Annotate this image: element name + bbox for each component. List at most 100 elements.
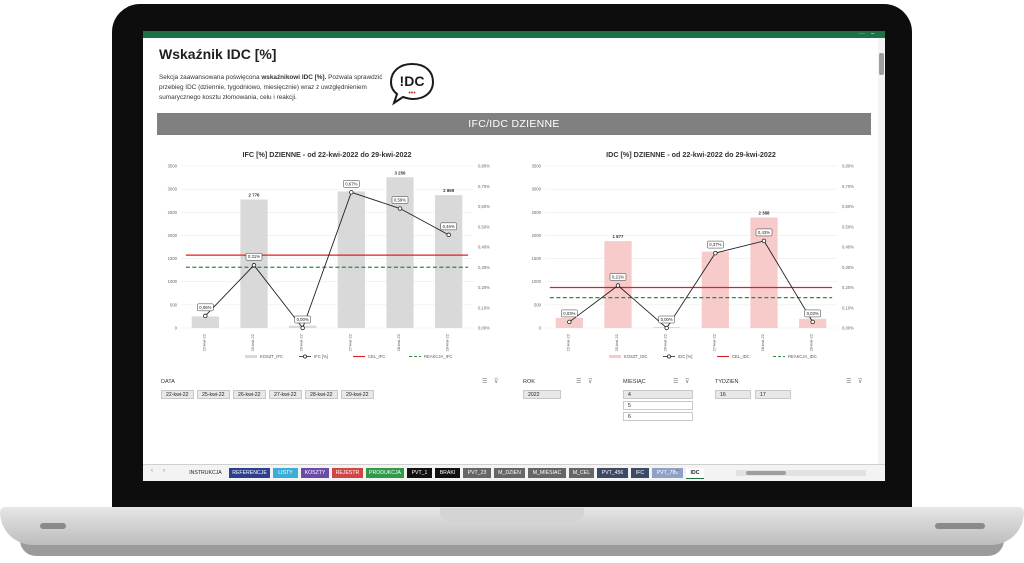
percent-data-label: 0,31% <box>248 254 260 259</box>
percent-data-label: 0,03% <box>807 311 819 316</box>
description-bold: wskaźnikowi IDC [%]. <box>261 74 327 81</box>
slicer-data-item[interactable]: 26-kwi-22 <box>233 390 266 399</box>
y2-tick-label: 0,00% <box>842 326 854 331</box>
legend-swatch <box>245 355 257 358</box>
laptop-notch <box>440 508 584 522</box>
tab-pvt_1[interactable]: PVT_1 <box>407 468 432 478</box>
vertical-scroll-thumb[interactable] <box>879 53 884 75</box>
y2-tick-label: 0,70% <box>478 184 490 189</box>
y-tick-label: 500 <box>534 302 542 307</box>
minimize-button[interactable]: – <box>871 31 875 37</box>
data-label-box <box>707 240 724 249</box>
slicer-miesiac-item[interactable]: 5 <box>623 401 693 410</box>
slicer-data-item[interactable]: 27-kwi-22 <box>269 390 302 399</box>
vertical-scrollbar[interactable] <box>878 38 885 464</box>
slicer-tydzien-item[interactable]: 17 <box>755 390 791 399</box>
horizontal-scrollbar[interactable] <box>736 470 866 476</box>
idc-logo-icon: !DC ••• <box>389 62 435 106</box>
slicer-data-item[interactable]: 28-kwi-22 <box>305 390 338 399</box>
y-tick-label: 2500 <box>532 210 542 215</box>
x-tick-label: 25-kwi-22 <box>250 333 255 351</box>
legend-label: CEL_IFC <box>368 354 385 359</box>
slicer-tydzien-item[interactable]: 16 <box>715 390 751 399</box>
section-band: IFC/IDC DZIENNE <box>157 113 871 135</box>
percent-data-label: 0,46% <box>443 224 455 229</box>
tab-m_miesiac[interactable]: M_MIESIAC <box>528 468 566 478</box>
tab-braki[interactable]: BRAKI <box>435 468 460 478</box>
tab-referencje[interactable]: REFERENCJE <box>229 468 270 478</box>
slicer-data-item[interactable]: 29-kwi-22 <box>341 390 374 399</box>
x-tick-label: 22-kwi-22 <box>565 333 570 351</box>
y-tick-label: 2000 <box>168 233 178 238</box>
data-label-box <box>561 309 578 318</box>
logo-text: !DC <box>400 73 425 89</box>
percent-line <box>569 240 814 329</box>
tab-pvt_789[interactable]: PVT_789 <box>652 468 683 478</box>
tab-m_dzien[interactable]: M_DZIEN <box>494 468 525 478</box>
slicer-miesiac-item[interactable]: 6 <box>623 412 693 421</box>
y-tick-label: 500 <box>170 302 178 307</box>
clear-filter-icon[interactable]: ⊽ <box>685 379 690 385</box>
clear-filter-icon[interactable]: ⊽ <box>588 379 593 385</box>
data-label-box <box>804 309 821 318</box>
percent-data-label: 0,43% <box>758 230 770 235</box>
bar-data-label: 2 388 <box>759 210 771 215</box>
x-tick-label: 27-kwi-22 <box>347 333 352 351</box>
idc-daily-chart: IDC [%] DZIENNE - od 22-kwi-2022 do 29-k… <box>532 150 854 359</box>
legend-label: IDC [%] <box>678 354 692 359</box>
tab-prev-icon[interactable]: ‹ <box>151 468 153 474</box>
slicer-rok-label: ROK <box>523 379 535 385</box>
slicer-data-item[interactable]: 22-kwi-22 <box>161 390 194 399</box>
x-tick-label: 28-kwi-22 <box>760 333 765 351</box>
multi-select-icon[interactable]: ☰ <box>576 379 582 385</box>
y-tick-label: 1000 <box>168 279 178 284</box>
clear-filter-icon[interactable]: ⊽ <box>494 379 499 385</box>
tab-instrukcja[interactable]: INSTRUKCJA <box>185 468 226 478</box>
tab-koszty[interactable]: KOSZTY <box>301 468 329 478</box>
y2-tick-label: 0,10% <box>842 305 854 310</box>
tab-rejestr[interactable]: REJESTR <box>332 468 363 478</box>
line-point <box>251 263 257 268</box>
title-bar: ··· – <box>143 31 885 38</box>
legend-label: REAKCJA_IDC <box>788 354 817 359</box>
tab-listy[interactable]: LISTY <box>273 468 298 478</box>
y-tick-label: 1500 <box>532 256 542 261</box>
line-point <box>300 325 305 331</box>
chart-title: IFC [%] DZIENNE - od 22-kwi-2022 do 29-k… <box>243 150 412 159</box>
x-tick-label: 22-kwi-22 <box>201 333 206 351</box>
percent-data-label: 0,67% <box>345 181 357 186</box>
add-sheet-button[interactable]: + <box>675 466 680 475</box>
tab-pvt_456[interactable]: PVT_456 <box>597 468 628 478</box>
bar-data-label: 2 869 <box>443 188 455 193</box>
page-title: Wskaźnik IDC [%] <box>159 46 277 62</box>
tab-produkcja[interactable]: PRODUKCJA <box>366 468 404 478</box>
tab-idc[interactable]: IDC <box>686 468 704 479</box>
tab-pvt_23[interactable]: PVT_23 <box>463 468 491 478</box>
tab-next-icon[interactable]: › <box>163 468 165 474</box>
y2-tick-label: 0,50% <box>842 224 854 229</box>
clear-filter-icon[interactable]: ⊽ <box>858 379 863 385</box>
y2-tick-label: 0,40% <box>842 245 854 250</box>
multi-select-icon[interactable]: ☰ <box>482 379 488 385</box>
data-label-box <box>440 222 457 231</box>
slicer-data-item[interactable]: 25-kwi-22 <box>197 390 230 399</box>
y2-tick-label: 0,70% <box>842 184 854 189</box>
y2-tick-label: 0,40% <box>478 245 490 250</box>
legend-label: KOSZT_IDC <box>624 354 648 359</box>
data-label-box <box>755 228 773 237</box>
tab-m_cel[interactable]: M_CEL <box>569 468 594 478</box>
multi-select-icon[interactable]: ☰ <box>846 379 852 385</box>
line-point <box>713 250 718 256</box>
legend-swatch <box>609 355 621 358</box>
horizontal-scroll-thumb[interactable] <box>746 471 786 475</box>
line-point <box>446 232 451 238</box>
percent-data-label: 0,06% <box>199 305 211 310</box>
y-tick-label: 3500 <box>168 164 178 169</box>
multi-select-icon[interactable]: ☰ <box>673 379 679 385</box>
slicer-rok-item[interactable]: 2022 <box>523 390 561 399</box>
tab-ifc[interactable]: IFC <box>631 468 649 478</box>
more-options-icon[interactable]: ··· <box>859 31 865 37</box>
x-tick-label: 28-kwi-22 <box>396 333 401 351</box>
slicer-miesiac-item[interactable]: 4 <box>623 390 693 399</box>
x-tick-label: 29-kwi-22 <box>445 333 450 351</box>
